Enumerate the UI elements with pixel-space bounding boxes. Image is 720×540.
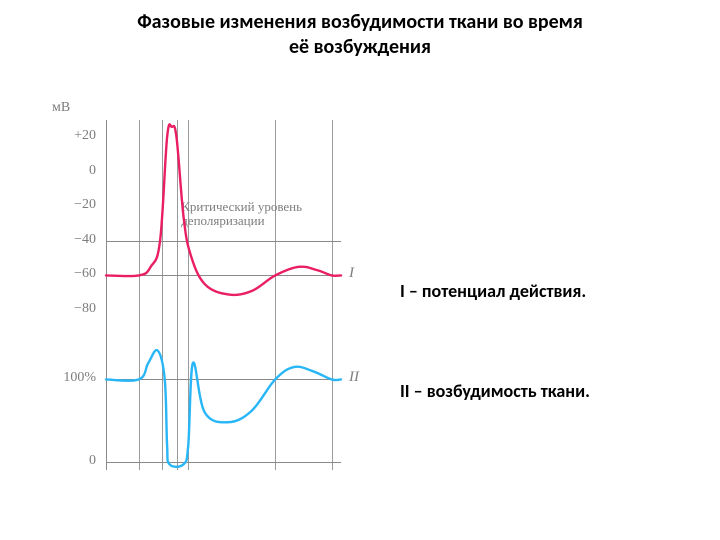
plot2-roman-label: II	[349, 369, 359, 386]
title-line2: её возбуждения	[289, 35, 431, 59]
excitability-curve	[106, 320, 341, 480]
y-tick-label: −20	[50, 197, 96, 213]
plot-area: Критический уровень деполяризации I II	[106, 120, 356, 470]
chart-container: мВ +20 0 −20 −40 −60 −80 100% 0 Критический ур…	[50, 100, 360, 480]
y-tick-label: 100%	[50, 370, 96, 386]
title-line1: Фазовые изменения возбудимости ткани во …	[137, 10, 583, 34]
y-axis-unit: мВ	[52, 100, 70, 116]
y-tick-label: −80	[50, 301, 96, 317]
y-tick-label: 0	[50, 163, 96, 179]
legend-excitability: II – возбудимость ткани.	[400, 380, 590, 402]
page-title: Фазовые изменения возбудимости ткани во …	[0, 10, 720, 60]
y-tick-label: +20	[50, 128, 96, 144]
legend-action-potential: I – потенциал действия.	[400, 280, 586, 302]
y-tick-label: −60	[50, 266, 96, 282]
y-tick-label: −40	[50, 232, 96, 248]
action-potential-curve	[106, 110, 341, 320]
y-tick-label: 0	[50, 453, 96, 469]
plot1-roman-label: I	[349, 265, 354, 282]
